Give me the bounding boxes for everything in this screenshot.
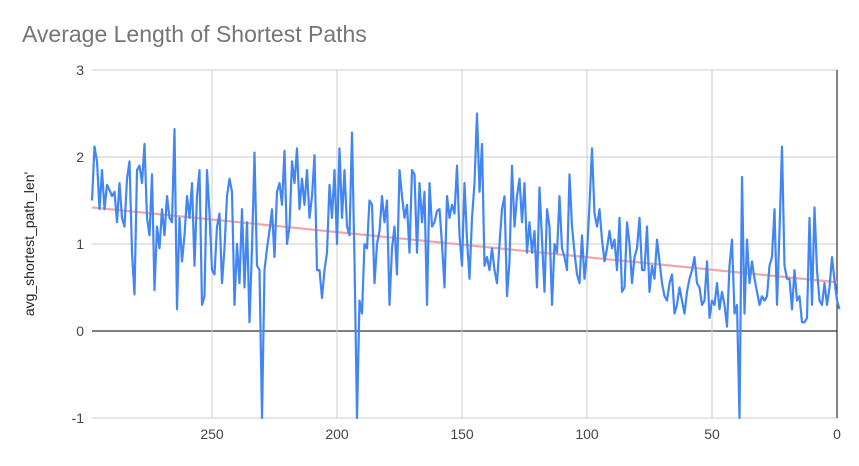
x-tick-label: 100 <box>575 426 599 442</box>
chart-marks <box>90 112 841 420</box>
y-tick-label: 2 <box>76 149 84 165</box>
x-tick-label: 150 <box>450 426 474 442</box>
x-tick-label: 250 <box>200 426 224 442</box>
tick-labels: 3 2 1 0 -1 250 200 150 100 50 0 <box>72 62 842 442</box>
x-tick-label: 50 <box>704 426 720 442</box>
x-tick-label: 0 <box>833 426 841 442</box>
series-line <box>90 112 841 420</box>
y-tick-label: -1 <box>72 410 85 426</box>
y-axis-label: avg_shortest_path_len' <box>21 172 37 316</box>
trendline <box>91 206 838 284</box>
y-tick-label: 0 <box>76 323 84 339</box>
x-tick-label: 200 <box>325 426 349 442</box>
y-tick-label: 1 <box>76 236 84 252</box>
y-tick-label: 3 <box>76 62 84 78</box>
chart-title: Average Length of Shortest Paths <box>22 21 367 47</box>
